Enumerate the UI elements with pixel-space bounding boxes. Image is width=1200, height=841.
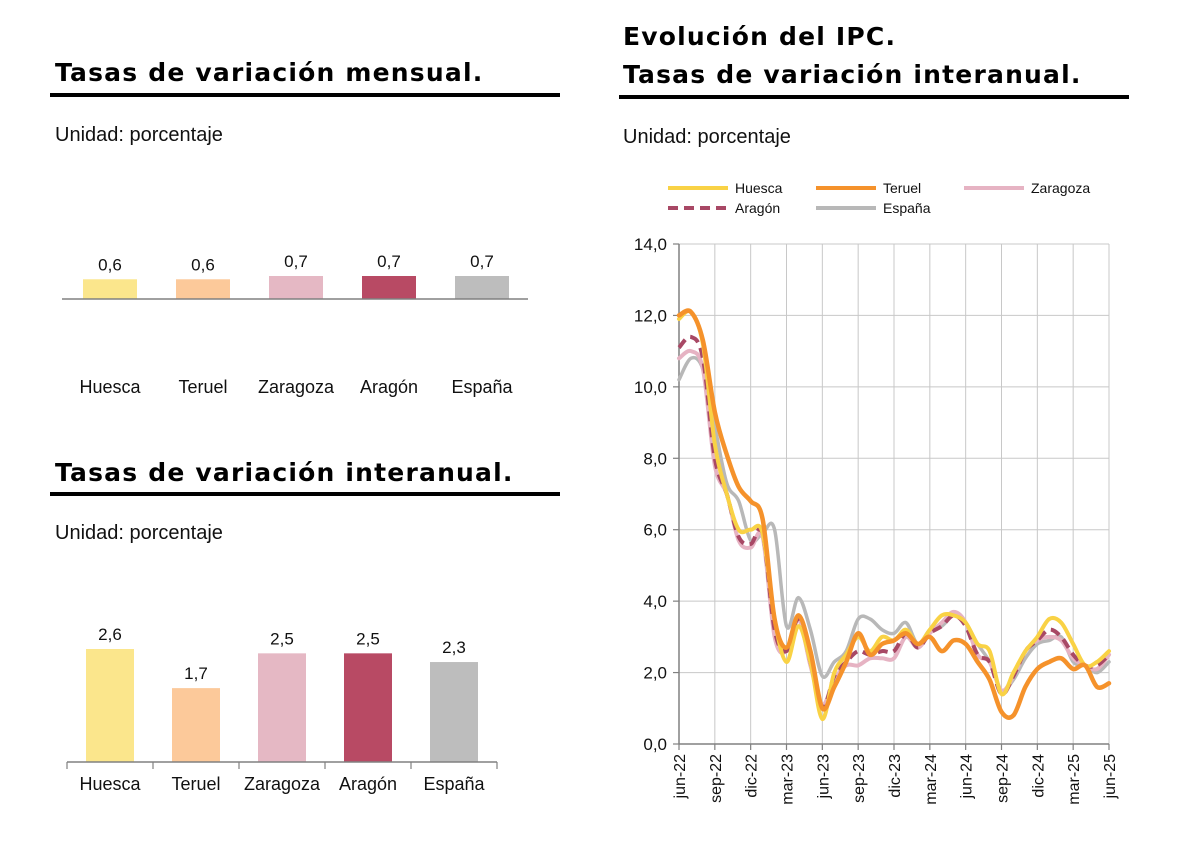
bar-huesca (86, 649, 134, 762)
bar-teruel (172, 688, 220, 762)
x-tick-label: dic-24 (1030, 754, 1047, 798)
bar-value-huesca: 0,6 (98, 255, 122, 274)
bar-zaragoza (258, 653, 306, 762)
y-tick-label: 8,0 (643, 449, 667, 468)
x-tick-label: jun-24 (959, 754, 976, 800)
category-label-zaragoza: Zaragoza (244, 774, 321, 794)
x-tick-label: jun-22 (672, 754, 689, 800)
series-line-espana (677, 355, 1111, 693)
evolution-title-line1: Evolución del IPC. (623, 22, 897, 51)
x-tick-label: dic-22 (744, 754, 761, 798)
bar-value-huesca: 2,6 (98, 625, 122, 644)
annual-bar-chart: 2,6 Huesca 1,7 Teruel 2,5 Zaragoza 2,5 Aragón 2,… (66, 625, 498, 794)
legend-label-espana: España (883, 200, 931, 216)
category-label-huesca: Huesca (79, 377, 141, 397)
category-label-espana: España (451, 377, 513, 397)
x-tick-label: sep-23 (851, 754, 868, 803)
x-tick-label: mar-25 (1066, 754, 1083, 805)
evolution-title-rule (619, 95, 1129, 99)
evolution-title-line2: Tasas de variación interanual. (623, 60, 1082, 89)
bar-espana (455, 276, 509, 299)
bar-value-teruel: 1,7 (184, 664, 208, 683)
y-tick-label: 4,0 (643, 592, 667, 611)
evolution-unit: Unidad: porcentaje (623, 126, 791, 148)
category-label-aragon: Aragón (360, 377, 418, 397)
ipc-line-chart: 0,0 2,0 4,0 6,0 8,0 10,0 12,0 14,0 jun-22 sep-22 d… (634, 180, 1119, 805)
series-line-zaragoza (677, 348, 1111, 707)
series-line-teruel (676, 308, 1112, 720)
monthly-unit: Unidad: porcentaje (55, 124, 223, 146)
y-tick-label: 10,0 (634, 378, 667, 397)
bar-value-zaragoza: 0,7 (284, 252, 308, 271)
y-tick-label: 0,0 (643, 735, 667, 754)
category-label-aragon: Aragón (339, 774, 397, 794)
x-tick-label: mar-24 (923, 754, 940, 805)
x-tick-label: sep-22 (708, 754, 725, 803)
monthly-bar-chart: 0,6 Huesca 0,6 Teruel 0,7 Zaragoza 0,7 Aragón 0,… (62, 252, 528, 397)
annual-title: Tasas de variación interanual. (55, 458, 514, 487)
category-label-zaragoza: Zaragoza (258, 377, 335, 397)
category-label-teruel: Teruel (178, 377, 227, 397)
x-tick-label: mar-23 (780, 754, 797, 805)
monthly-title: Tasas de variación mensual. (55, 58, 484, 87)
legend-label-zaragoza: Zaragoza (1031, 180, 1090, 196)
y-tick-label: 12,0 (634, 306, 667, 325)
bar-value-teruel: 0,6 (191, 255, 215, 274)
annual-unit: Unidad: porcentaje (55, 522, 223, 544)
legend-label-huesca: Huesca (735, 180, 783, 196)
category-label-huesca: Huesca (79, 774, 141, 794)
y-tick-label: 14,0 (634, 235, 667, 254)
monthly-title-rule (50, 93, 560, 97)
bar-value-zaragoza: 2,5 (270, 629, 294, 648)
category-label-teruel: Teruel (171, 774, 220, 794)
bar-huesca (83, 279, 137, 299)
bar-espana (430, 662, 478, 762)
y-tick-label: 6,0 (643, 521, 667, 540)
annual-title-rule (50, 492, 560, 496)
bar-value-espana: 2,3 (442, 638, 466, 657)
bar-value-aragon: 2,5 (356, 629, 380, 648)
bar-zaragoza (269, 276, 323, 299)
bar-teruel (176, 279, 230, 299)
bar-value-aragon: 0,7 (377, 252, 401, 271)
bar-aragon (362, 276, 416, 299)
x-tick-label: jun-25 (1102, 754, 1119, 800)
y-tick-label: 2,0 (643, 664, 667, 683)
x-tick-label: dic-23 (887, 754, 904, 798)
x-tick-label: jun-23 (815, 754, 832, 800)
bar-aragon (344, 653, 392, 762)
legend-label-aragon: Aragón (735, 200, 780, 216)
x-tick-label: sep-24 (995, 754, 1012, 803)
category-label-espana: España (423, 774, 485, 794)
bar-value-espana: 0,7 (470, 252, 494, 271)
legend-label-teruel: Teruel (883, 180, 921, 196)
